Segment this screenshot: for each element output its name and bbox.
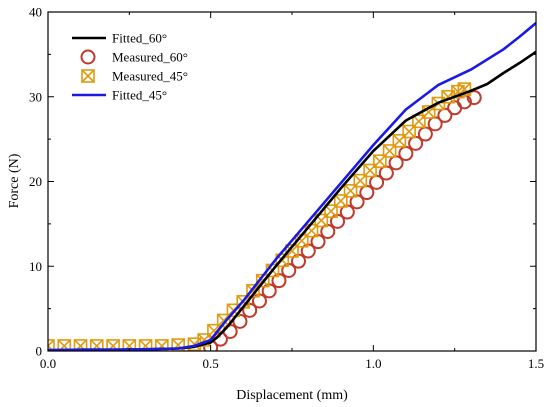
- legend-label: Fitted_45°: [112, 88, 167, 103]
- y-tick-label: 30: [29, 89, 42, 104]
- x-tick-label: 1.0: [365, 356, 381, 371]
- data-point: [392, 134, 407, 148]
- series-line-fitted-45-: [48, 22, 536, 351]
- legend-label: Fitted_60°: [112, 31, 167, 46]
- y-tick-label: 10: [29, 259, 42, 274]
- marker-box: [412, 114, 426, 129]
- data-point: [378, 165, 394, 181]
- marker-box: [392, 134, 407, 148]
- legend-marker: [81, 69, 95, 83]
- marker-box: [402, 124, 416, 139]
- data-point: [466, 90, 482, 106]
- legend: Fitted_60° Measured_60° Measured_45° Fitted…: [72, 31, 188, 103]
- marker-box: [122, 339, 137, 351]
- legend-marker: [80, 49, 96, 65]
- marker-box: [324, 204, 338, 218]
- y-axis-title: Force (N): [7, 153, 22, 208]
- data-point: [398, 146, 414, 162]
- marker-box: [457, 82, 472, 96]
- marker-cross-b: [48, 339, 55, 348]
- marker-box: [363, 163, 377, 178]
- series-measured-45-: [48, 82, 472, 351]
- marker-box: [171, 338, 185, 351]
- marker-box: [106, 339, 120, 351]
- marker-box: [382, 144, 397, 158]
- marker-box: [81, 69, 95, 83]
- marker-box: [246, 284, 260, 298]
- marker-box: [216, 313, 231, 328]
- marker-box: [333, 194, 348, 208]
- y-tick-label: 20: [29, 174, 42, 189]
- marker-box: [73, 339, 88, 351]
- marker-cross-b: [81, 69, 95, 83]
- marker-box: [155, 339, 169, 351]
- x-tick-label: 0.0: [40, 356, 56, 371]
- legend-label: Measured_45°: [112, 69, 188, 84]
- x-tick-label: 0.5: [203, 356, 219, 371]
- legend-label: Measured_60°: [112, 50, 188, 65]
- x-tick-label: 1.5: [528, 356, 544, 371]
- y-tick-label: 0: [36, 344, 43, 359]
- marker-box: [343, 184, 358, 198]
- marker-box: [57, 339, 72, 351]
- y-tick-label: 40: [29, 5, 42, 20]
- marker-cross-b: [457, 82, 471, 96]
- legend-item-measured-60-: Measured_60°: [80, 49, 188, 65]
- data-point: [457, 82, 472, 96]
- data-point: [417, 126, 433, 142]
- legend-item-fitted-60-: Fitted_60°: [72, 31, 167, 46]
- plot-area: [48, 22, 536, 351]
- marker-box: [353, 173, 368, 188]
- axes: 0.0 0.5 1.0 1.5 0 10 20 30 40: [29, 5, 544, 372]
- marker-box: [48, 339, 55, 351]
- legend-item-measured-45-: Measured_45°: [81, 69, 188, 84]
- series-measured-60-: [203, 90, 482, 351]
- marker-box: [138, 339, 153, 351]
- legend-item-fitted-45-: Fitted_45°: [72, 88, 167, 103]
- x-axis-title: Displacement (mm): [236, 388, 348, 403]
- marker-box: [373, 154, 387, 168]
- data-point: [359, 185, 375, 201]
- marker-box: [90, 339, 104, 351]
- series-group: [48, 22, 536, 351]
